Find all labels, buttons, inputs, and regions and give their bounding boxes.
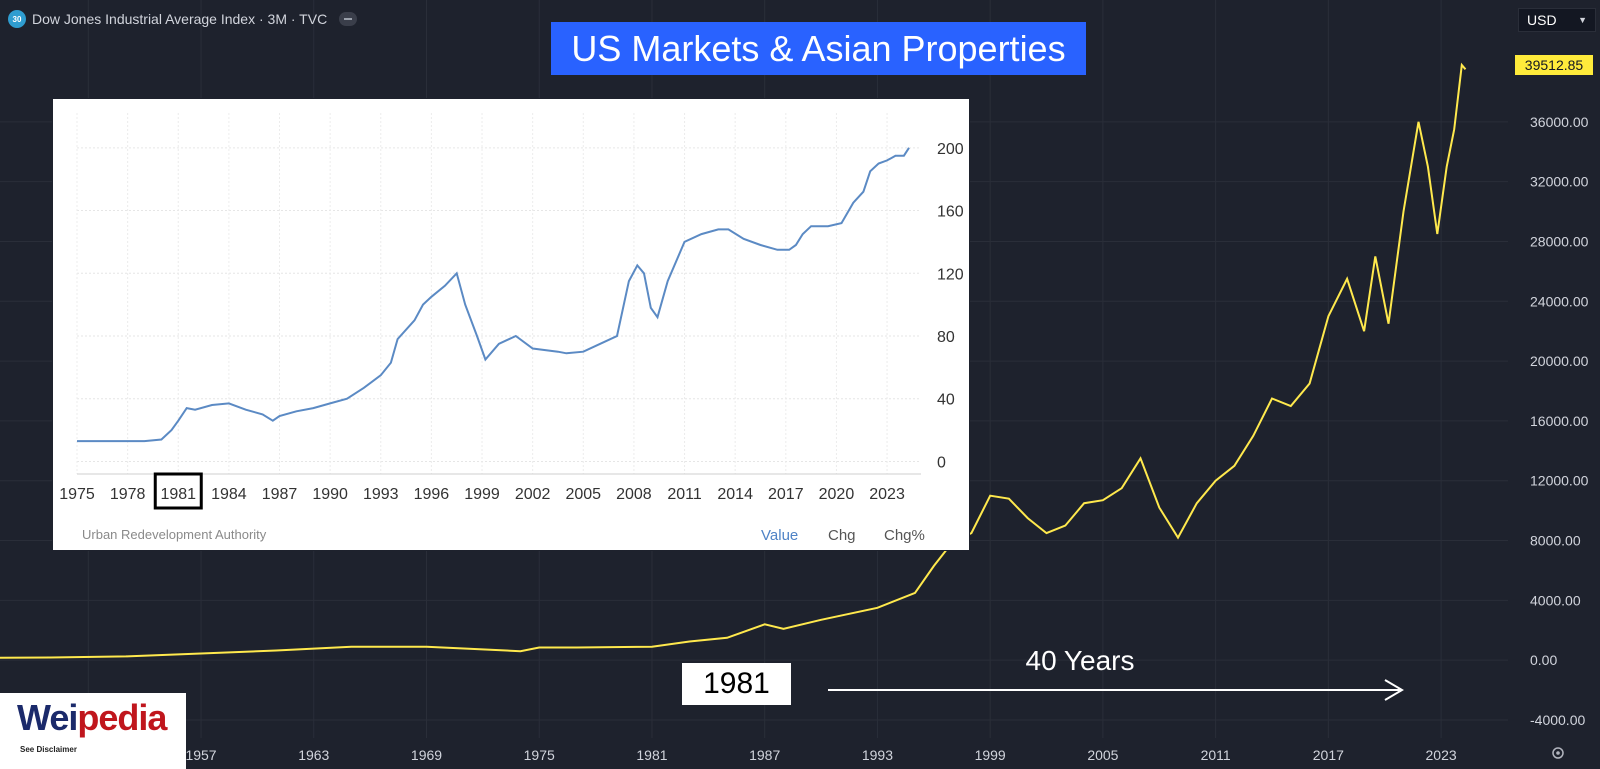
minus-icon[interactable] [339,12,358,26]
legend-chg[interactable]: Chg [828,527,856,544]
inset-x-tick-label: 1984 [211,486,247,503]
x-tick-label: 1987 [749,747,780,763]
y-tick-label: 0.00 [1530,652,1557,668]
inset-x-tick-label: 2020 [819,486,855,503]
inset-source: Urban Redevelopment Authority [82,527,267,542]
currency-label: USD [1527,12,1557,28]
dow-series-line [0,62,1467,659]
symbol-icon: 30 [8,10,26,28]
currency-select[interactable]: USD ▼ [1518,8,1596,32]
span-annotation: 40 Years [1025,645,1135,676]
y-tick-label: 24000.00 [1530,293,1589,309]
inset-y-tick-label: 0 [937,454,946,471]
x-tick-label: 1993 [862,747,893,763]
x-tick-label: 1969 [411,747,442,763]
year-annotation: 1981 [682,663,791,705]
logo-disclaimer: See Disclaimer [20,745,77,754]
x-tick-label: 1981 [636,747,667,763]
x-tick-label: 1999 [975,747,1006,763]
x-tick-label: 1957 [185,747,216,763]
inset-y-tick-label: 120 [937,266,964,283]
property-series-line [77,147,910,443]
x-tick-label: 1975 [524,747,555,763]
inset-x-tick-label: 2005 [565,486,601,503]
x-tick-label: 2023 [1426,747,1457,763]
x-tick-label: 2005 [1087,747,1118,763]
x-tick-label: 2011 [1201,747,1231,763]
inset-x-tick-label: 1987 [262,486,298,503]
inset-y-tick-label: 40 [937,392,955,409]
inset-x-tick-label: 2002 [515,486,551,503]
symbol-label[interactable]: Dow Jones Industrial Average Index · 3M … [32,11,328,27]
chart-header: 30 Dow Jones Industrial Average Index · … [8,8,358,30]
x-tick-label: 1963 [298,747,329,763]
caret-down-icon: ▼ [1578,15,1587,25]
chart-title: US Markets & Asian Properties [551,22,1086,75]
y-tick-label: 16000.00 [1530,413,1589,429]
last-price-badge: 39512.85 [1515,55,1593,75]
y-tick-label: 32000.00 [1530,174,1589,190]
arrow-right-icon [828,679,1404,701]
highlight-box [153,472,203,510]
inset-y-tick-label: 80 [937,329,955,346]
inset-x-tick-label: 2008 [616,486,652,503]
weipedia-logo: Weipedia See Disclaimer [0,693,186,769]
y-tick-label: -4000.00 [1530,712,1585,728]
inset-y-tick-label: 160 [937,204,964,221]
inset-x-tick-label: 1999 [464,486,500,503]
y-tick-label: 28000.00 [1530,233,1589,249]
inset-x-tick-label: 1993 [363,486,399,503]
inset-x-tick-label: 1978 [110,486,146,503]
y-tick-label: 12000.00 [1530,473,1589,489]
inset-x-tick-label: 2014 [717,486,753,503]
inset-y-tick-label: 200 [937,141,964,158]
inset-x-tick-label: 1981 [160,486,196,503]
y-tick-label: 4000.00 [1530,592,1581,608]
legend-value[interactable]: Value [761,527,799,544]
legend-chg-pct[interactable]: Chg% [884,527,925,544]
logo-part2: pedia [77,697,167,738]
gear-icon[interactable] [1551,746,1565,760]
y-tick-label: 36000.00 [1530,114,1589,130]
inset-x-tick-label: 2011 [667,486,702,503]
inset-x-tick-label: 1996 [414,486,450,503]
property-index-chart: 0 40 80 120 160 200 1975 1978 1981 1984 1987 1990 1… [59,113,964,510]
inset-x-tick-label: 2023 [869,486,905,503]
property-index-inset: 0 40 80 120 160 200 1975 1978 1981 1984 1987 1990 1… [52,98,970,551]
x-tick-label: 2017 [1313,747,1344,763]
inset-x-tick-label: 1975 [59,486,95,503]
logo-part1: Wei [17,697,78,738]
inset-x-tick-label: 1990 [312,486,348,503]
y-tick-label: 20000.00 [1530,353,1589,369]
y-tick-label: 8000.00 [1530,533,1581,549]
inset-x-tick-label: 2017 [768,486,804,503]
